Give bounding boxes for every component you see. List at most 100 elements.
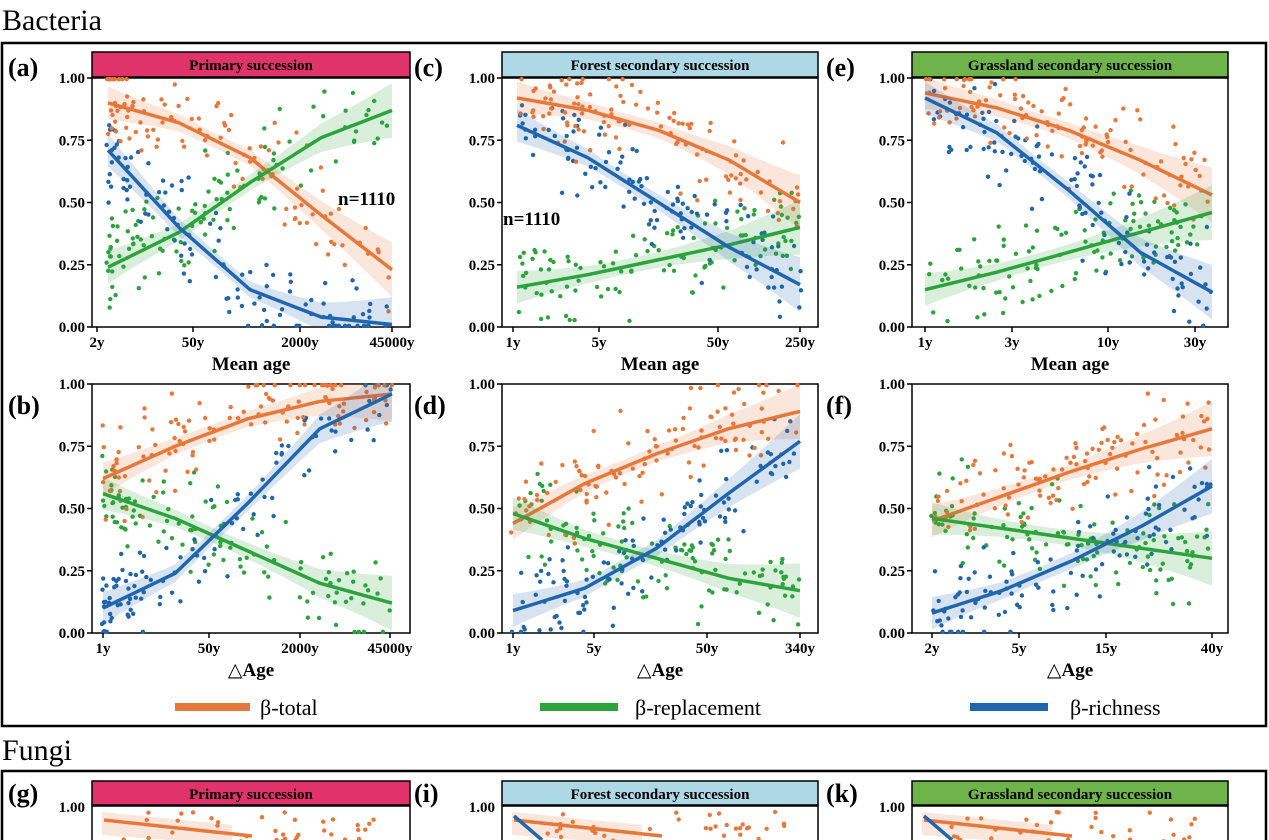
fit-line-richness: [102, 392, 393, 610]
point-richness: [115, 603, 120, 608]
point-richness: [1074, 592, 1079, 597]
point-replacement: [1093, 217, 1098, 222]
point-total: [998, 93, 1003, 98]
point-total: [1189, 157, 1194, 162]
point-replacement: [114, 520, 120, 525]
point-total: [1022, 468, 1027, 473]
point-richness: [622, 122, 628, 128]
point-replacement: [702, 221, 708, 226]
point-total: [1178, 183, 1183, 188]
point-replacement: [125, 229, 130, 234]
point-richness: [271, 323, 277, 328]
point-total: [764, 826, 769, 831]
point-replacement: [1147, 567, 1153, 573]
point-replacement: [136, 286, 141, 291]
y-tick-label: 0.75: [469, 439, 495, 455]
point-total: [717, 424, 722, 430]
point-richness: [932, 569, 938, 574]
point-replacement: [264, 544, 270, 549]
point-total: [114, 457, 119, 462]
point-total: [182, 144, 187, 149]
point-total: [1147, 810, 1153, 815]
point-replacement: [1130, 201, 1135, 206]
point-richness: [980, 110, 985, 116]
point-richness: [1004, 168, 1009, 173]
point-richness: [634, 148, 639, 154]
point-total: [1177, 469, 1183, 475]
point-replacement: [1152, 199, 1157, 204]
point-richness: [388, 387, 393, 392]
point-total: [116, 475, 122, 480]
point-total: [777, 199, 783, 204]
point-replacement: [590, 549, 595, 554]
point-total: [284, 206, 289, 212]
point-richness: [964, 589, 970, 595]
point-richness: [690, 500, 695, 505]
point-total: [147, 478, 152, 483]
point-replacement: [598, 294, 604, 299]
point-total: [969, 104, 974, 110]
point-richness: [279, 443, 285, 448]
point-richness: [354, 286, 359, 291]
point-total: [638, 89, 643, 95]
point-richness: [148, 577, 153, 583]
point-replacement: [711, 548, 717, 553]
point-replacement: [558, 294, 563, 299]
point-total: [172, 488, 178, 493]
point-richness: [140, 629, 146, 634]
point-total: [1054, 497, 1059, 503]
point-total: [715, 409, 720, 414]
point-total: [1003, 503, 1008, 508]
point-replacement: [211, 217, 216, 222]
fit-line-replacement: [107, 108, 393, 269]
point-replacement: [1146, 223, 1152, 228]
x-tick-label: 250y: [785, 335, 816, 351]
point-total: [692, 443, 697, 449]
point-replacement: [1158, 567, 1163, 572]
point-richness: [329, 428, 334, 433]
point-total: [978, 816, 984, 821]
point-richness: [144, 574, 149, 580]
point-total: [1073, 441, 1078, 446]
point-replacement: [120, 505, 125, 510]
point-richness: [576, 610, 581, 615]
point-total: [1020, 94, 1026, 99]
point-total: [100, 423, 105, 428]
strip-header: [501, 780, 819, 806]
point-richness: [697, 522, 702, 527]
point-total: [1034, 133, 1039, 138]
point-richness: [547, 557, 552, 562]
point-richness: [1172, 259, 1178, 264]
point-replacement: [271, 157, 276, 163]
point-richness: [201, 555, 207, 561]
point-replacement: [975, 315, 980, 320]
point-richness: [1035, 124, 1040, 129]
point-replacement: [1079, 542, 1084, 548]
point-richness: [937, 618, 942, 623]
ci-band-total: [108, 86, 392, 298]
point-replacement: [188, 569, 193, 574]
point-richness: [1074, 183, 1080, 189]
point-richness: [769, 274, 774, 280]
point-total: [961, 77, 967, 83]
scatter-points: [104, 77, 391, 328]
point-total: [384, 421, 389, 426]
x-tick-label: 5y: [1012, 641, 1028, 657]
point-replacement: [742, 571, 748, 576]
y-tick-label: 0.00: [469, 626, 495, 642]
point-replacement: [796, 214, 801, 219]
point-replacement: [1004, 534, 1010, 540]
point-richness: [519, 570, 524, 575]
point-total: [330, 817, 336, 822]
point-total: [1001, 77, 1006, 82]
point-total: [530, 110, 535, 115]
point-total: [233, 160, 238, 166]
point-total: [336, 413, 341, 419]
point-total: [1173, 141, 1178, 147]
point-richness: [109, 615, 115, 621]
point-richness: [1165, 254, 1170, 260]
y-tick-label: 0.25: [879, 258, 905, 274]
point-replacement: [343, 599, 349, 604]
point-total: [761, 390, 766, 395]
point-replacement: [573, 262, 578, 267]
